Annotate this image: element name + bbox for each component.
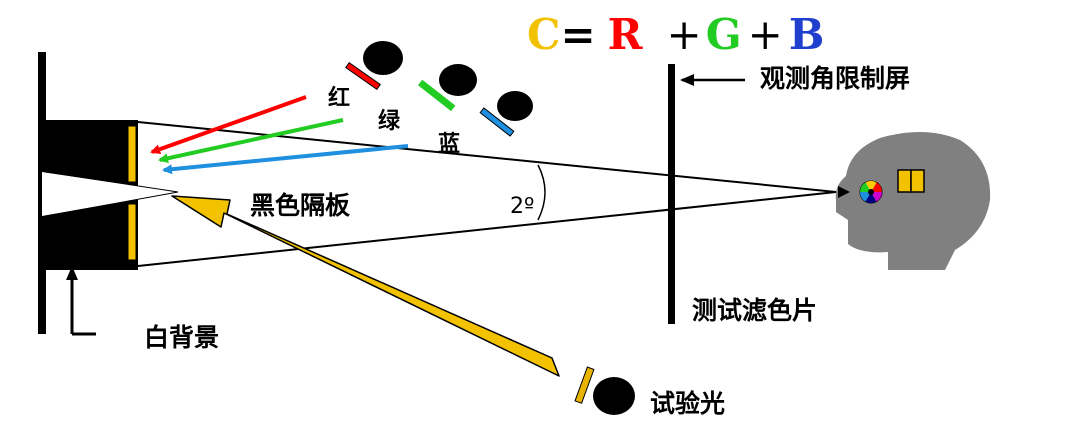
formula-plus-1: + (666, 10, 702, 59)
red-primary-source (345, 41, 403, 91)
lamp-icon (439, 64, 477, 96)
green-arrow (158, 118, 344, 164)
filter-icon (345, 61, 381, 91)
perceived-field-icon (897, 169, 925, 193)
label-angle: 2º (510, 194, 535, 219)
formula-r: R (607, 10, 643, 59)
angle-arc (537, 164, 546, 221)
top-match-patch (127, 125, 137, 183)
label-green: 绿 (378, 109, 401, 134)
observer-head (835, 131, 991, 270)
white-background-pointer (66, 266, 96, 336)
formula-equals: = (560, 10, 596, 59)
label-test-filter: 测试滤色片 (692, 296, 818, 325)
formula-plus-2: + (747, 10, 783, 59)
label-test-light: 试验光 (650, 389, 726, 418)
formula-c: C (527, 10, 561, 59)
label-red: 红 (328, 86, 351, 111)
color-wheel-eye-icon (859, 180, 883, 204)
label-white-background: 白背景 (144, 323, 220, 352)
blue-primary-source (479, 91, 533, 137)
color-matching-formula: C= R +G + B (527, 14, 824, 56)
label-angle-screen: 观测角限制屏 (760, 64, 911, 93)
label-partition: 黑色隔板 (250, 191, 351, 220)
lamp-icon (497, 91, 533, 121)
formula-b: B (788, 10, 825, 59)
bottom-test-patch (127, 203, 137, 261)
field-of-view-cone (137, 121, 837, 267)
label-blue: 蓝 (438, 132, 461, 157)
lamp-icon (593, 377, 635, 415)
filter-icon (479, 107, 515, 137)
formula-g: G (705, 10, 742, 59)
lamp-icon (363, 41, 403, 75)
filter-icon (574, 366, 595, 404)
test-light-arrow (171, 195, 560, 377)
green-primary-source (417, 64, 477, 112)
filter-icon (417, 79, 456, 112)
angle-limit-screen (668, 64, 745, 324)
blue-arrow (162, 144, 409, 175)
black-partition (42, 120, 179, 270)
red-arrow (150, 95, 307, 155)
test-light-source (574, 366, 635, 415)
